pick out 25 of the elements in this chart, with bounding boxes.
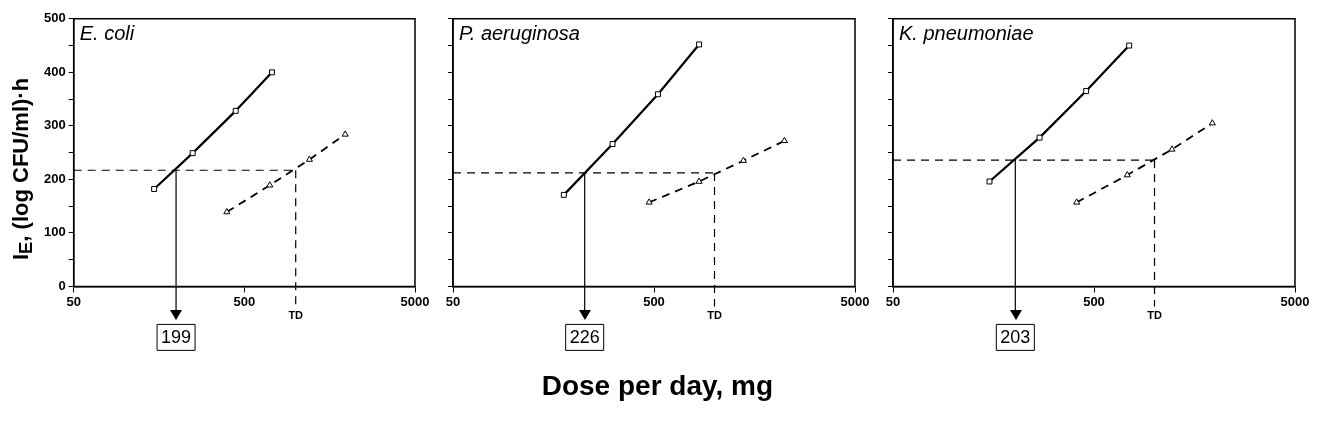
ref-line-label: 203	[1000, 327, 1031, 348]
annotation: E. coli	[80, 22, 136, 45]
ref-line-label: TD	[288, 308, 304, 321]
x-tick-label: 5000	[840, 293, 870, 309]
x-tick-label: 500	[233, 293, 256, 309]
y-tick-label: 500	[44, 10, 67, 26]
x-tick-label: 5000	[1280, 293, 1310, 309]
x-axis-title: Dose per day, mg	[541, 370, 774, 402]
x-tick-label: 50	[66, 293, 82, 309]
annotation: K. pneumoniae	[899, 22, 1034, 45]
ref-line-label: TD	[707, 308, 723, 321]
y-tick-label: 400	[44, 63, 67, 79]
annotation: P. aeruginosa	[459, 22, 581, 45]
ref-line-label: TD	[1147, 308, 1163, 321]
x-tick-label: 50	[886, 293, 901, 309]
ref-line-label: 226	[570, 327, 601, 348]
x-tick-label: 50	[446, 293, 461, 309]
x-tick-label: 500	[1083, 293, 1106, 309]
y-tick-label: 300	[44, 117, 67, 133]
ref-line-label: 199	[161, 327, 192, 348]
x-tick-label: 500	[643, 293, 666, 309]
x-tick-label: 5000	[400, 293, 430, 309]
y-tick-label: 200	[44, 170, 67, 186]
y-tick-label: 0	[58, 277, 67, 293]
y-tick-label: 100	[44, 224, 67, 240]
